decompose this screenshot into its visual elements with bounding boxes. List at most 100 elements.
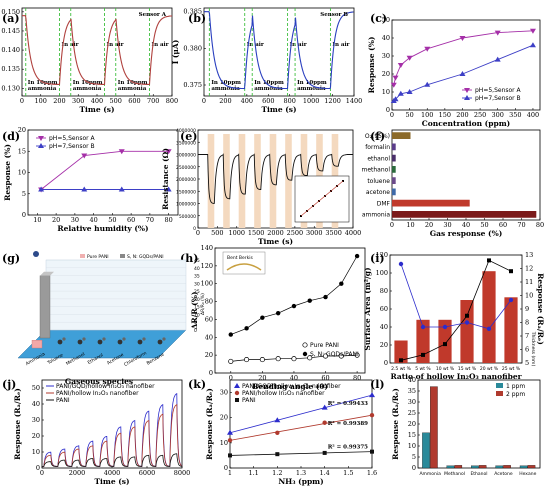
y-tick-label: 20 bbox=[205, 351, 213, 359]
x-tick-label: 50 bbox=[405, 111, 413, 119]
x-tick-label: 2500 bbox=[287, 229, 304, 237]
data-point bbox=[165, 149, 172, 155]
y-tick-label: 0 bbox=[384, 359, 388, 367]
r-squared-label: R² = 0.99389 bbox=[328, 420, 368, 427]
x-axis-title: Concentration (ppm) bbox=[422, 119, 510, 128]
molecule-icon bbox=[77, 339, 83, 345]
molecule-icon bbox=[97, 339, 103, 345]
y-tick-label: 20 bbox=[408, 420, 416, 428]
data-point bbox=[354, 352, 360, 358]
category-label: acetone bbox=[366, 189, 390, 196]
y-tick-label: 0.130 bbox=[1, 84, 20, 92]
y-tick-label: 50 bbox=[382, 16, 390, 24]
legend-entry: PANI/GQD/hollow In₂O₃ nanofiber bbox=[242, 383, 341, 390]
x-tick-label: 400 bbox=[527, 111, 539, 119]
data-point bbox=[323, 294, 328, 300]
panel-label-l: (l) bbox=[370, 378, 385, 391]
data-point bbox=[398, 261, 404, 267]
bar bbox=[394, 340, 408, 363]
y2-axis-title: Response (Rₐ/Rₑ) bbox=[536, 273, 545, 345]
x-tick-label: 200 bbox=[456, 111, 468, 119]
annotation-gas: In 10ppm bbox=[211, 80, 241, 86]
x-tick-label: 200 bbox=[53, 97, 65, 105]
y-tick-label: 5 bbox=[22, 190, 26, 198]
y-tick-label: 15 bbox=[408, 431, 416, 439]
x-tick-label: 50 bbox=[108, 216, 116, 224]
x-tick-label: 4000 bbox=[345, 229, 362, 237]
y-tick-label: 1500000 bbox=[176, 189, 196, 195]
y-tick-label: 20 bbox=[194, 297, 200, 303]
legend-entry: pH=5,Sensor A bbox=[475, 87, 522, 94]
y-tick-label: 10 bbox=[194, 312, 200, 318]
legend-entry: PANI/hollow In₂O₃ nanofiber bbox=[56, 390, 139, 397]
x-tick-label: 20 bbox=[425, 221, 433, 229]
x-tick-label: 10 bbox=[33, 216, 41, 224]
y-tick-label: 80 bbox=[380, 287, 388, 295]
inset-frame bbox=[222, 251, 266, 275]
y-tick-label: 0 bbox=[224, 464, 228, 472]
x-tick-label: 1.6 bbox=[367, 469, 377, 477]
x-axis-title: Bending angle (θ) bbox=[252, 382, 328, 391]
data-point bbox=[307, 298, 312, 303]
bar bbox=[503, 465, 511, 469]
x-tick-label: 1200 bbox=[324, 97, 341, 105]
exposure-band bbox=[223, 134, 230, 228]
bar bbox=[478, 465, 487, 469]
x-tick-label: 70 bbox=[517, 221, 525, 229]
annotation-gas-name: ammonia bbox=[211, 86, 240, 92]
x-tick-label: 500 bbox=[211, 229, 223, 237]
legend-entry: PANI/hollow In₂O₃ nanofiber bbox=[242, 390, 325, 397]
x-tick-label: 70 bbox=[146, 216, 154, 224]
category-label: Ethanol bbox=[470, 471, 487, 477]
x-tick-label: 2000 bbox=[267, 229, 284, 237]
back-wall bbox=[45, 259, 187, 331]
bar bbox=[519, 465, 528, 469]
y-tick-label: 15 bbox=[18, 147, 26, 155]
panel-label-a: (a) bbox=[2, 12, 20, 25]
molecule-icon bbox=[117, 339, 123, 345]
y-tick-label: 1000000 bbox=[176, 202, 196, 208]
x-tick-label: 1400 bbox=[346, 97, 363, 105]
data-point bbox=[369, 413, 375, 418]
panel-label-g: (g) bbox=[2, 252, 20, 265]
legend-entry: PANI bbox=[242, 397, 256, 404]
response-trace bbox=[42, 404, 183, 467]
x-axis-title: Time (s) bbox=[79, 105, 114, 114]
legend-entry: pH=7,Sensor B bbox=[475, 95, 521, 102]
thickness-line bbox=[400, 263, 512, 330]
bar-3d-top bbox=[40, 271, 54, 276]
y2-tick-label: 11 bbox=[525, 278, 533, 286]
y-tick-label: 5 bbox=[412, 453, 416, 461]
molecule-icon bbox=[137, 339, 143, 345]
bar bbox=[454, 465, 463, 469]
panel-i: 0 20 40 60 80 100 120 Ratio of hollow In₂O₃ nan… bbox=[363, 251, 545, 381]
x-tick-label: 600 bbox=[128, 97, 140, 105]
x-tick-label: 0 bbox=[390, 221, 394, 229]
y-tick-label: 30 bbox=[220, 389, 228, 397]
y-tick-label: 20 bbox=[382, 70, 390, 78]
bar bbox=[392, 154, 396, 162]
y-axis-title: ΔR/R (%) bbox=[190, 292, 199, 330]
y-tick-label: 120 bbox=[376, 251, 388, 259]
figure-icon bbox=[33, 251, 39, 257]
y-tick-label: 10 bbox=[220, 439, 228, 447]
panel-l: 0 5 10 15 20 25 30 35 40 Response (Rₐ/Rₑ) Ammonia M… bbox=[391, 376, 541, 477]
bar bbox=[438, 319, 452, 363]
data-point bbox=[369, 392, 375, 398]
x-tick-label: 1000 bbox=[228, 229, 245, 237]
y-tick-label: 4000000 bbox=[176, 128, 196, 134]
plot-frame bbox=[389, 254, 523, 364]
x-tick-label: 60 bbox=[499, 221, 507, 229]
y-tick-label: 40 bbox=[408, 376, 416, 384]
data-point bbox=[459, 71, 466, 76]
plot-frame bbox=[391, 19, 541, 111]
y-tick-label: 0.385 bbox=[183, 8, 202, 16]
data-point bbox=[459, 36, 466, 41]
bar bbox=[392, 199, 470, 207]
fit-line bbox=[229, 394, 373, 434]
panel-a: 0 100 200 300 400 500 600 700 800 0.130 0.135 0.140… bbox=[1, 7, 178, 114]
category-label: formalin bbox=[365, 144, 390, 151]
legend-marker bbox=[464, 95, 470, 100]
legend-entry: Pure PANI bbox=[310, 342, 339, 349]
